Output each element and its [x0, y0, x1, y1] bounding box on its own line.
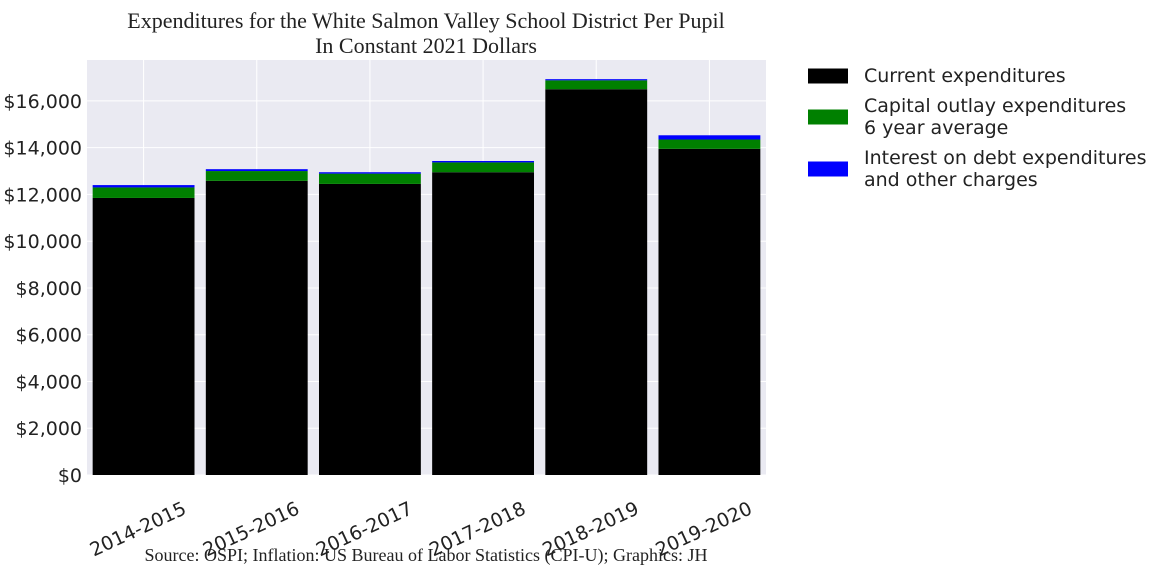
legend-label: Capital outlay expenditures [864, 95, 1126, 117]
y-tick-label: $16,000 [3, 91, 82, 113]
bar-segment [318, 172, 421, 174]
legend-label: 6 year average [864, 117, 1008, 139]
chart-subtitle: In Constant 2021 Dollars [315, 33, 537, 58]
bars [92, 79, 761, 476]
bar-segment [92, 185, 195, 188]
y-tick-label: $0 [58, 465, 82, 487]
bar-segment [658, 148, 761, 475]
legend-label: Current expenditures [864, 65, 1066, 87]
plot-area [87, 60, 766, 475]
chart-title: Expenditures for the White Salmon Valley… [127, 8, 724, 33]
legend-label: Interest on debt expenditures [864, 147, 1146, 169]
bar-segment [545, 80, 648, 90]
bar-segment [432, 172, 535, 476]
legend-label: and other charges [864, 169, 1038, 191]
y-tick-label: $6,000 [16, 325, 82, 347]
bar-segment [205, 169, 308, 172]
legend-swatch [808, 161, 848, 177]
source-note: Source: OSPI; Inflation: US Bureau of La… [145, 545, 708, 566]
bar-segment [545, 79, 648, 81]
y-tick-label: $12,000 [3, 184, 82, 206]
bar-segment [318, 173, 421, 184]
bar-segment [205, 171, 308, 181]
bar-segment [658, 139, 761, 149]
legend-swatch [808, 109, 848, 125]
bar-segment [318, 183, 421, 475]
y-axis: $0 $2,000 $4,000 $6,000 $8,000 $10,000 $12,000… [3, 91, 82, 487]
y-tick-label: $14,000 [3, 138, 82, 160]
bar-segment [205, 180, 308, 476]
bar-segment [432, 162, 535, 173]
y-tick-label: $4,000 [16, 371, 82, 393]
y-tick-label: $2,000 [16, 418, 82, 440]
y-tick-label: $8,000 [16, 278, 82, 300]
bar-segment [92, 187, 195, 198]
bar-segment [545, 89, 648, 476]
legend-swatch [808, 68, 848, 84]
y-tick-label: $10,000 [3, 231, 82, 253]
legend: Current expenditures Capital outlay expen… [808, 65, 1146, 191]
bar-segment [432, 161, 535, 163]
bar-segment [658, 135, 761, 140]
bar-segment [92, 197, 195, 475]
